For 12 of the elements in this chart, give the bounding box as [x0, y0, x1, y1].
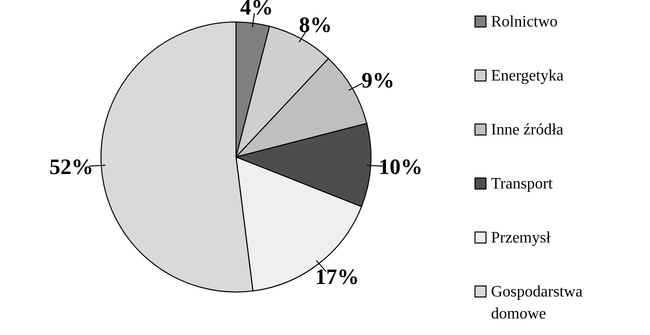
data-label: 8%	[298, 12, 332, 38]
legend-label: Przemysł	[491, 230, 552, 246]
legend-label: Rolnictwo	[491, 14, 558, 30]
legend-label: Inne źródła	[491, 122, 564, 138]
data-label: 17%	[315, 264, 360, 289]
data-label: 52%	[49, 154, 94, 179]
data-label: 4%	[240, 0, 274, 20]
legend-label: Energetyka	[491, 68, 564, 84]
legend-label: Transport	[491, 176, 554, 192]
data-label: 9%	[362, 68, 395, 93]
data-label: 10%	[378, 154, 423, 179]
legend-label: Gospodarstwa domowe	[491, 284, 583, 322]
